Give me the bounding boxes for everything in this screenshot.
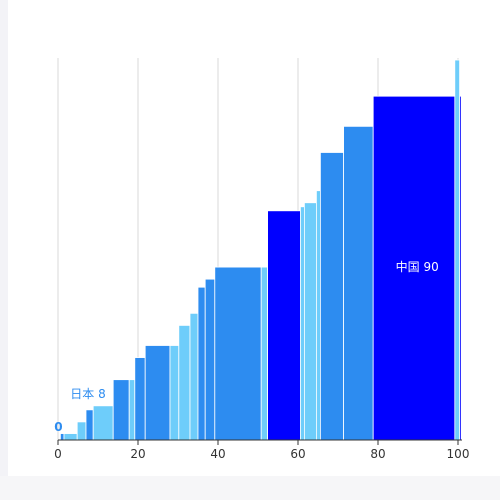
x-tick-label-0: 0 [54,447,62,461]
bar-series [60,59,462,441]
bar-13[interactable] [204,278,216,441]
bar-22[interactable] [372,95,462,441]
left-border-strip [0,0,8,500]
bar-5[interactable] [112,379,130,441]
bar-15[interactable] [260,266,269,441]
bar-0[interactable] [60,433,65,441]
bar-17[interactable] [299,206,305,441]
x-tick-label-1: 20 [130,447,145,461]
bar-12[interactable] [197,286,206,441]
data-label-0: 0 [54,420,62,434]
bar-6[interactable] [128,379,136,441]
bar-1[interactable] [63,433,78,441]
x-tick-label-3: 60 [290,447,305,461]
data-label-1: 日本 8 [70,387,105,401]
bar-3[interactable] [85,409,94,441]
bar-8[interactable] [144,345,171,441]
bar-2[interactable] [76,421,87,441]
data-labels: 0 日本 8 中国 90 [54,259,439,434]
x-tick-label-4: 80 [370,447,385,461]
bottom-border-strip [0,476,500,500]
bar-20[interactable] [319,152,344,441]
bar-21[interactable] [343,125,374,441]
bar-4[interactable] [92,405,114,441]
x-tick-label-5: 100 [447,447,470,461]
bar-19[interactable] [315,190,321,441]
x-tick-label-2: 40 [210,447,225,461]
x-axis: 0 20 40 60 80 100 [54,439,470,461]
bar-9[interactable] [169,345,180,441]
bar-11[interactable] [189,312,199,441]
bar-18[interactable] [303,202,317,441]
bar-10[interactable] [178,324,191,441]
bar-23[interactable] [454,59,460,441]
bar-7[interactable] [134,357,146,441]
bar-14[interactable] [214,266,262,441]
data-label-2: 中国 90 [396,259,439,274]
